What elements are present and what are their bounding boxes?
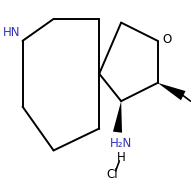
Text: HN: HN [3, 26, 21, 39]
Polygon shape [113, 101, 122, 133]
Text: Cl: Cl [106, 168, 118, 181]
Polygon shape [158, 83, 186, 100]
Text: H₂N: H₂N [110, 137, 132, 150]
Text: H: H [117, 151, 125, 164]
Text: O: O [162, 33, 172, 46]
